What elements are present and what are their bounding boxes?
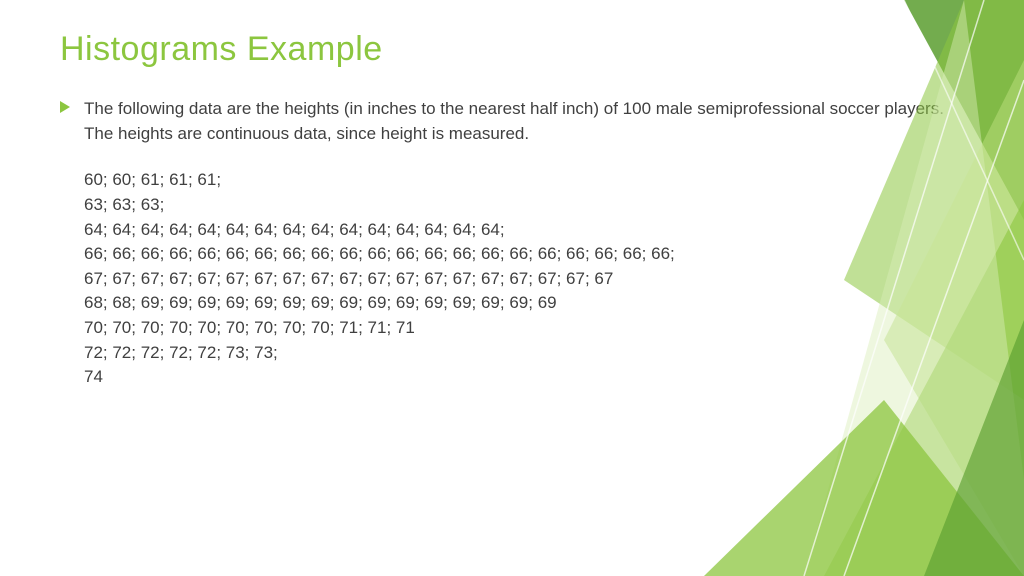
data-line: 63; 63; 63; bbox=[84, 193, 964, 218]
data-line: 70; 70; 70; 70; 70; 70; 70; 70; 70; 71; … bbox=[84, 316, 964, 341]
data-line: 72; 72; 72; 72; 72; 73; 73; bbox=[84, 341, 964, 366]
data-line: 64; 64; 64; 64; 64; 64; 64; 64; 64; 64; … bbox=[84, 218, 964, 243]
data-line: 66; 66; 66; 66; 66; 66; 66; 66; 66; 66; … bbox=[84, 242, 964, 267]
text-block: The following data are the heights (in i… bbox=[84, 97, 964, 390]
data-line: 68; 68; 69; 69; 69; 69; 69; 69; 69; 69; … bbox=[84, 291, 964, 316]
slide-container: Histograms Example The following data ar… bbox=[0, 0, 1024, 576]
data-line: 74 bbox=[84, 365, 964, 390]
bullet-icon bbox=[60, 101, 72, 113]
data-line: 67; 67; 67; 67; 67; 67; 67; 67; 67; 67; … bbox=[84, 267, 964, 292]
slide-title: Histograms Example bbox=[60, 30, 964, 69]
data-line: 60; 60; 61; 61; 61; bbox=[84, 168, 964, 193]
data-lines: 60; 60; 61; 61; 61; 63; 63; 63; 64; 64; … bbox=[84, 168, 964, 390]
content-area: The following data are the heights (in i… bbox=[60, 97, 964, 390]
description-text: The following data are the heights (in i… bbox=[84, 97, 964, 146]
